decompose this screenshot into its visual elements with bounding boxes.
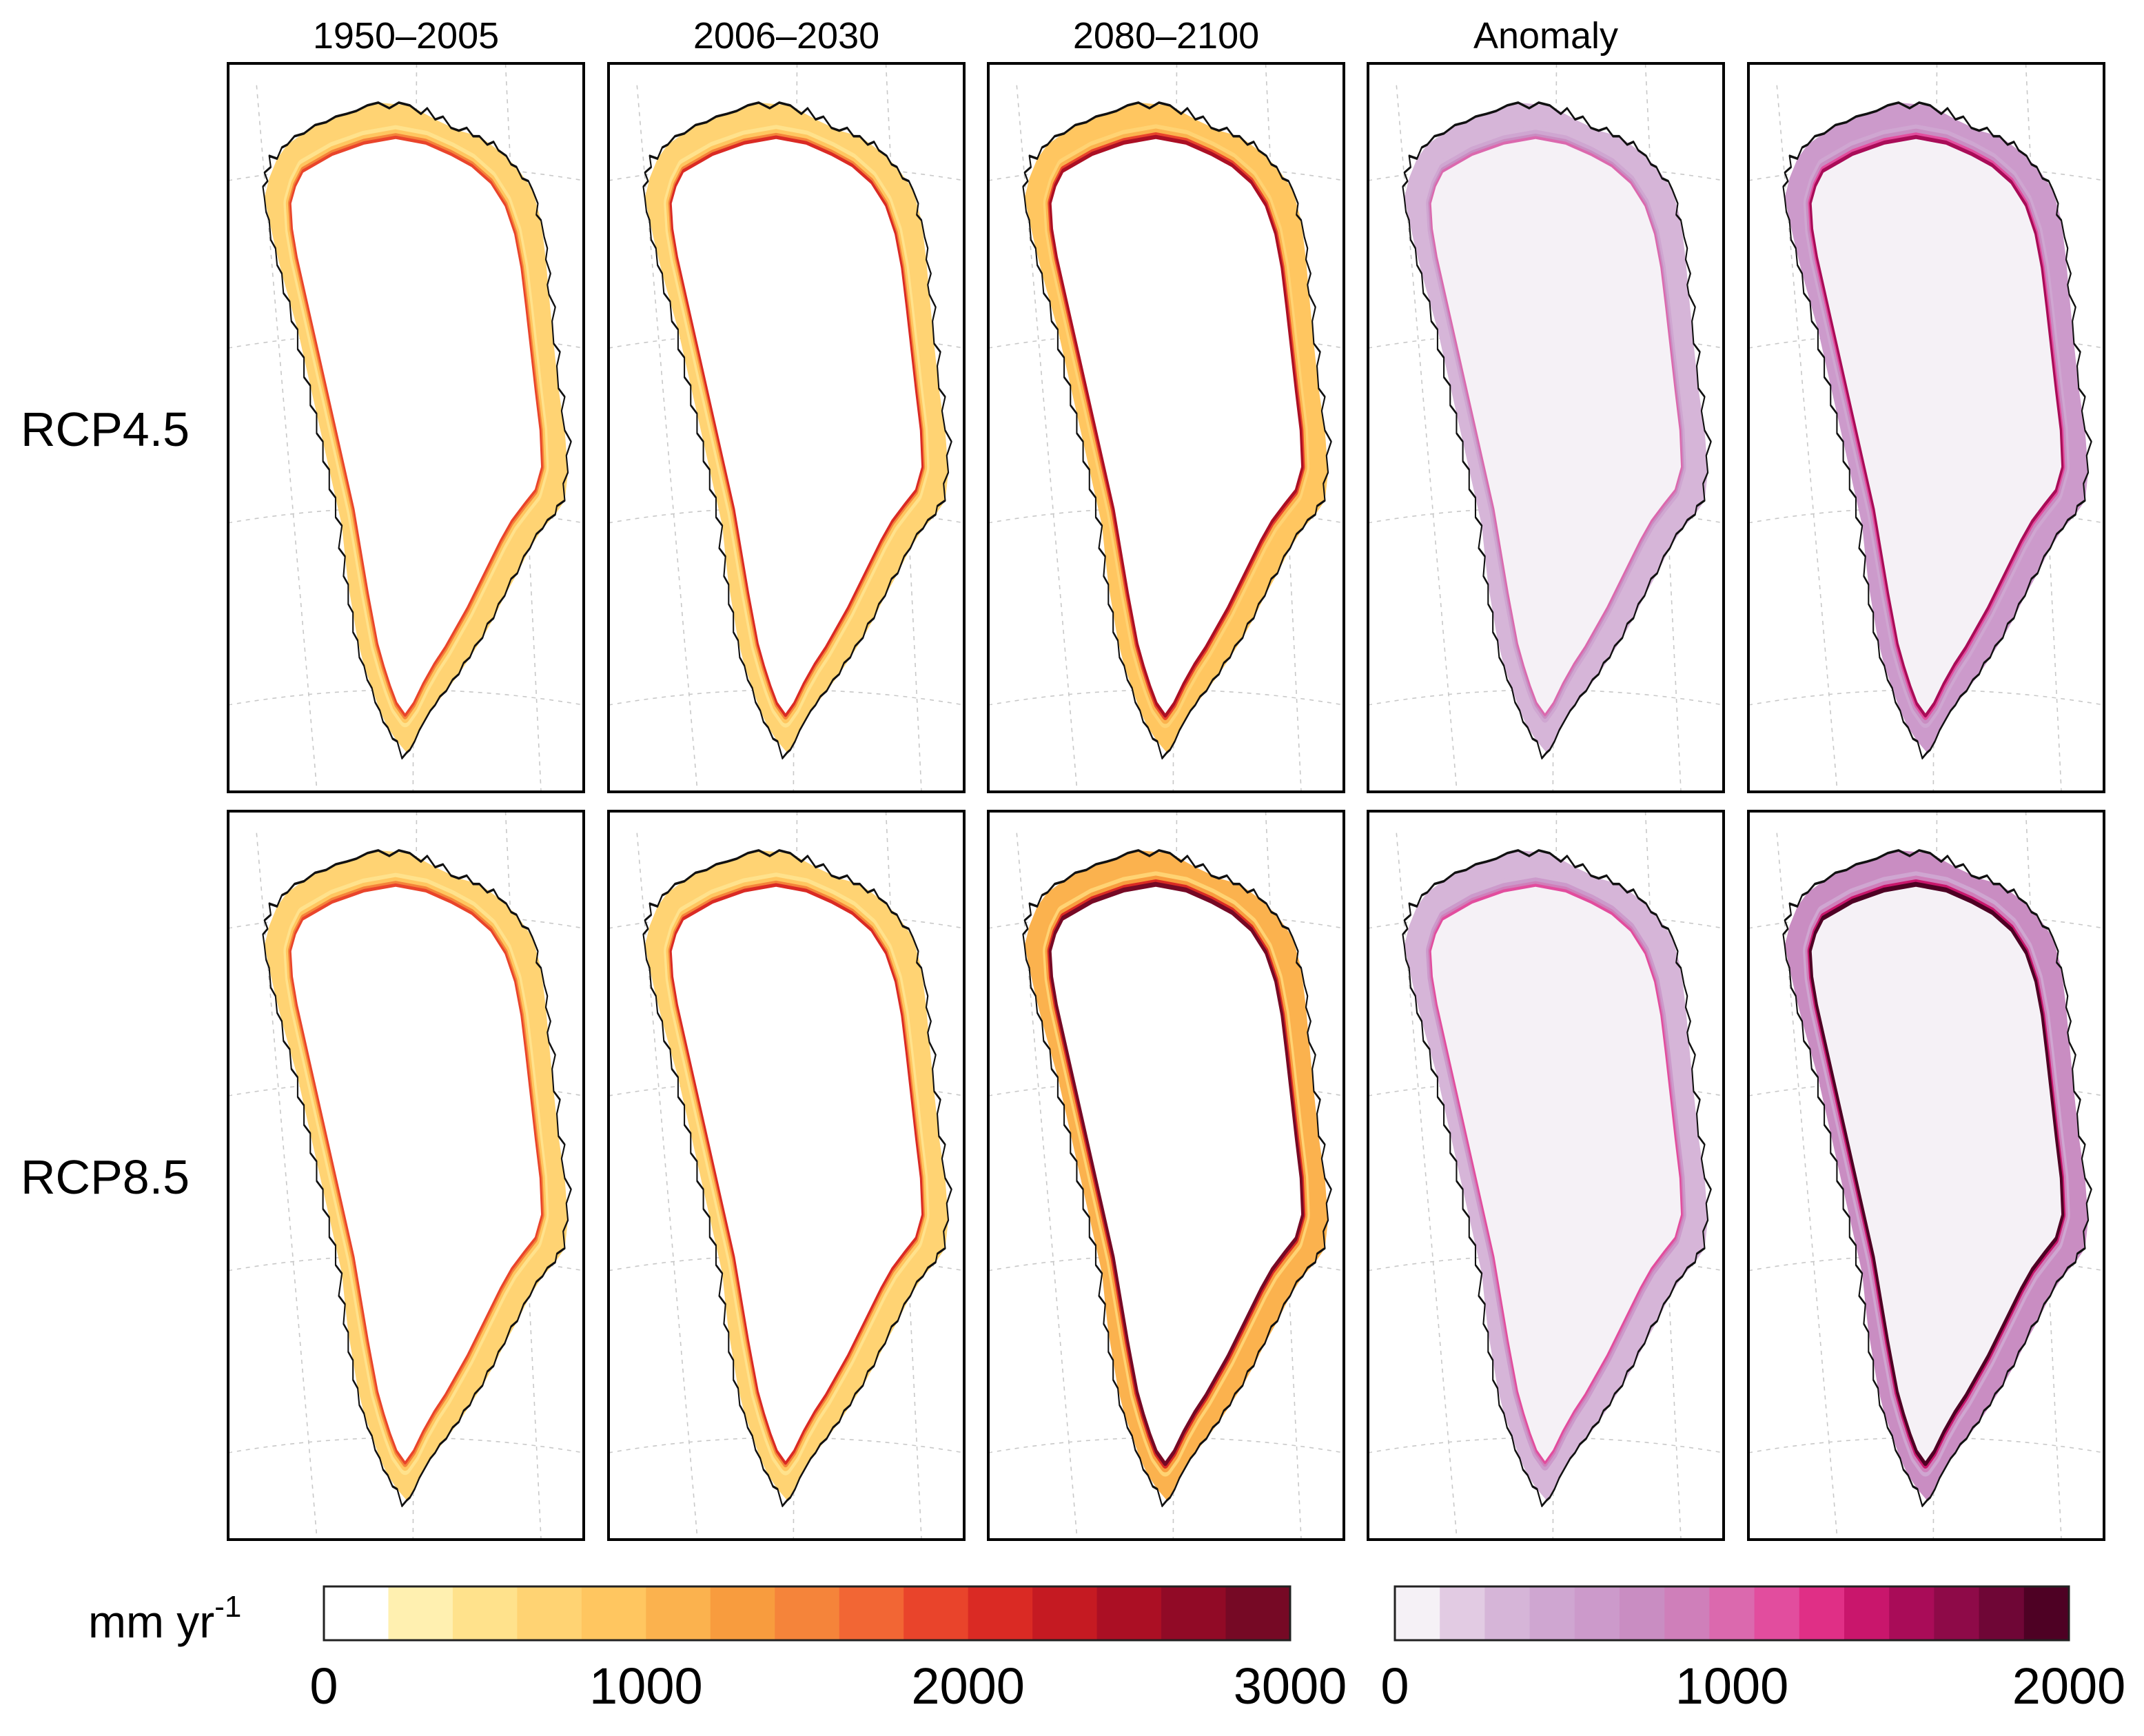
colorbar-tick-label: 1000 [589,1657,703,1715]
panel-frame [607,62,966,793]
anomaly-colorbar: 0 1000 2000 [1380,1585,2126,1715]
column-title: 1950–2005 [313,15,499,57]
colorbar-tick-label: 3000 [1234,1657,1347,1715]
colorbar-tick-label: 1000 [1675,1657,1789,1715]
column-title: 2006–2030 [693,15,879,57]
map-panel [607,810,966,1541]
colorbar-swatch [1620,1586,1665,1640]
map-panel [1747,810,2105,1541]
panel-frame [227,62,585,793]
panel-frame [987,810,1345,1541]
panel-frame [607,810,966,1541]
colorbar-frame [1393,1585,2070,1642]
colorbar-tick-label: 2000 [2012,1657,2126,1715]
colorbar-swatch [2023,1586,2070,1640]
colorbar-swatch [1574,1586,1620,1640]
column-title: 2080–2100 [1073,15,1259,57]
colorbar-swatch [1484,1586,1531,1640]
map-panel [1367,62,1725,793]
map-panel [987,62,1345,793]
map-panel [607,62,966,793]
colorbar-swatch [388,1586,453,1640]
colorbar-unit-label: mm yr-1 [88,1590,241,1647]
colorbar-swatch [646,1586,711,1640]
colorbar-frame [323,1585,1291,1642]
colorbar-swatch [517,1586,582,1640]
colorbar-swatch [710,1586,775,1640]
colorbar-swatch [1032,1586,1098,1640]
colorbar-swatch [1225,1586,1291,1640]
panel-frame [1367,810,1725,1541]
colorbar-swatch [1096,1586,1162,1640]
row-label: RCP8.5 [21,1150,190,1204]
colorbar-tick-label: 0 [309,1657,338,1715]
colorbar-swatch [1664,1586,1710,1640]
colorbar-swatch [1754,1586,1800,1640]
colorbar-swatch [839,1586,904,1640]
panel-frame [1747,62,2105,793]
heat-colorbar: 0 1000 2000 3000 [309,1585,1347,1715]
colorbar-tick-label: 0 [1380,1657,1409,1715]
panel-frame [1367,62,1725,793]
colorbar-swatch [452,1586,518,1640]
panel-frame [227,810,585,1541]
colorbar-swatch [1799,1586,1845,1640]
colorbar-swatch [903,1586,969,1640]
colorbar-swatch [1709,1586,1755,1640]
colorbar-swatch [1844,1586,1890,1640]
row-label: RCP4.5 [21,402,190,456]
map-panel [227,810,585,1541]
colorbar-swatch [581,1586,646,1640]
map-panel [987,810,1345,1541]
colorbar-swatch [1979,1586,2025,1640]
column-title: Anomaly [1473,15,1618,57]
map-panel [1747,62,2105,793]
colorbar-swatch [968,1586,1033,1640]
colorbar-swatch [324,1586,389,1640]
colorbar-swatch [1934,1586,1980,1640]
colorbar-swatch [1440,1586,1485,1640]
colorbar-swatch [1161,1586,1227,1640]
colorbar-swatch [1395,1586,1440,1640]
panel-frame [987,62,1345,793]
colorbar-swatch [775,1586,840,1640]
colorbar-swatch [1529,1586,1575,1640]
map-panel [227,62,585,793]
colorbar-tick-label: 2000 [911,1657,1025,1715]
colorbar-swatch [1889,1586,1934,1640]
map-panel [1367,810,1725,1541]
panel-frame [1747,810,2105,1541]
